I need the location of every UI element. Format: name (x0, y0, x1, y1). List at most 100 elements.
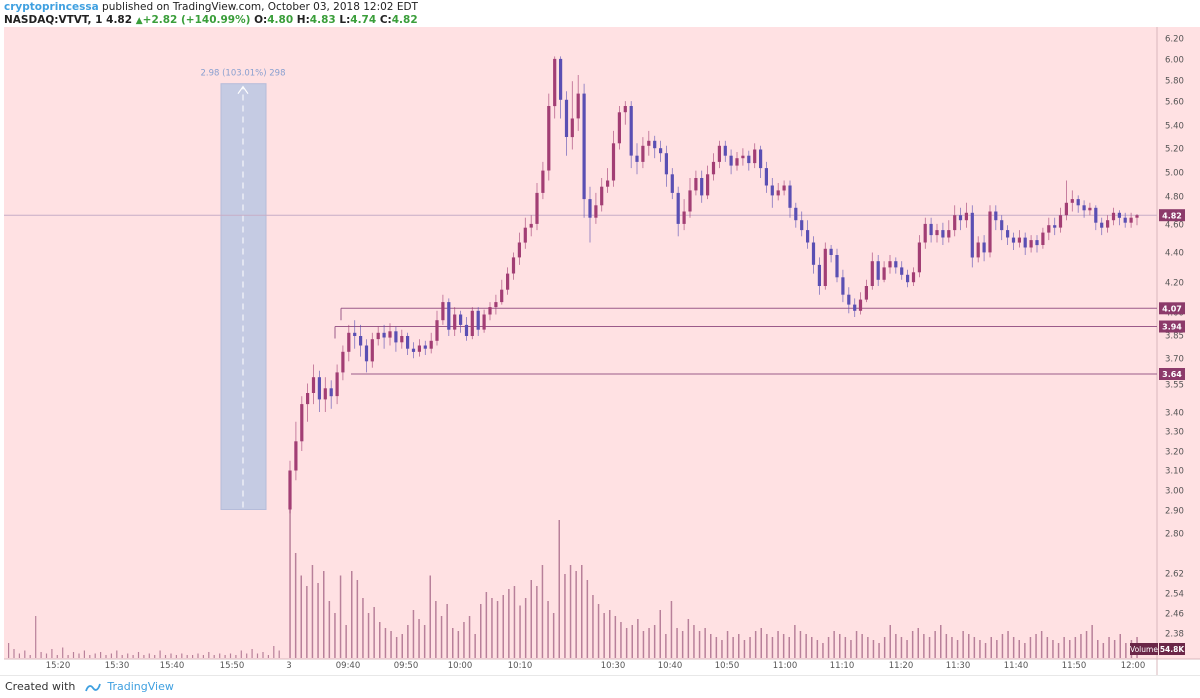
volume-bar (945, 634, 948, 658)
volume-bar (1052, 640, 1054, 658)
level-badge: 3.94 (1162, 323, 1182, 332)
volume-bar (457, 631, 460, 658)
volume-bar (889, 625, 891, 658)
candle-body (870, 261, 874, 286)
volume-bar (581, 565, 583, 658)
price-axis-background (1157, 27, 1200, 659)
volume-bar (911, 631, 914, 658)
y-axis-tick: 5.60 (1165, 98, 1184, 108)
candle-body (1082, 205, 1086, 211)
volume-bar (698, 631, 701, 658)
candle-body (506, 273, 510, 290)
candle-body (1017, 237, 1021, 243)
candle-body (906, 274, 910, 283)
volume-bar (1035, 634, 1037, 658)
volume-bar (379, 622, 381, 658)
candle-body (488, 307, 492, 315)
volume-bar (508, 589, 510, 658)
volume-bar (251, 649, 253, 658)
volume-bar (197, 653, 199, 658)
volume-bar (452, 628, 454, 658)
volume-bar (246, 653, 248, 658)
candle-body (811, 242, 816, 265)
volume-bar (771, 637, 774, 658)
tradingview-logo-icon (85, 683, 101, 692)
volume-bar (552, 613, 555, 658)
volume-bar (121, 655, 123, 658)
candle-body (517, 242, 521, 258)
volume-bar (990, 637, 992, 658)
last-price-badge: 4.82 (1162, 211, 1182, 220)
candle-body (606, 180, 610, 187)
candle-body (611, 143, 616, 181)
y-axis-tick: 3.70 (1165, 355, 1184, 365)
volume-bar (429, 575, 431, 658)
candle-body (958, 215, 963, 221)
candle-body (494, 302, 498, 308)
volume-bar (148, 653, 150, 658)
level-badge-bg (1159, 302, 1185, 315)
candle-body (782, 185, 786, 191)
chart-area[interactable]: 2.98 (103.01%) 298 6.20 6.00 5.80 5.60 5.40 5… (0, 27, 1200, 675)
volume-bar (262, 652, 264, 658)
volume-bar (1085, 631, 1088, 658)
candle-body (459, 314, 463, 325)
created-with-label: Created with (5, 680, 76, 693)
candle-body (682, 211, 686, 224)
volume-bars (8, 508, 1138, 658)
volume-bar (1063, 637, 1065, 658)
close-label: C: (379, 14, 392, 26)
x-axis-tick: 09:50 (394, 661, 419, 671)
volume-bar (345, 625, 347, 658)
candle-body (582, 93, 586, 200)
candle-body (564, 99, 569, 137)
candle-body (676, 192, 680, 224)
volume-bar (665, 634, 667, 658)
candle-body (788, 185, 792, 208)
volume-bar (72, 652, 75, 658)
volume-bar (940, 625, 942, 658)
volume-bar (637, 619, 639, 658)
volume-bar (334, 613, 336, 658)
candle-body (300, 404, 304, 442)
candle-body (594, 205, 598, 218)
measure-arrow-icon (237, 85, 249, 95)
candle-body (935, 230, 939, 236)
candle-body (964, 212, 968, 221)
volume-bar (1108, 637, 1110, 658)
candle-body (1117, 212, 1121, 218)
volume-bar (89, 655, 91, 658)
volume-bar (934, 631, 936, 658)
candle-body (411, 348, 416, 352)
volume-bar (323, 571, 325, 658)
candle-body (535, 192, 539, 224)
volume-bar (1069, 640, 1071, 658)
candle-body (359, 336, 363, 346)
y-axis-tick: 4.60 (1165, 221, 1184, 231)
volume-bar (822, 643, 824, 658)
y-axis-tick: 5.40 (1165, 122, 1184, 132)
y-axis-tick: 2.62 (1165, 570, 1184, 580)
candle-body (894, 261, 898, 268)
candle-body (1076, 199, 1080, 206)
volume-bar (956, 640, 959, 658)
candle-body (829, 248, 833, 255)
tradingview-link[interactable]: TradingView (107, 680, 174, 693)
candle-body (523, 227, 527, 243)
author-link[interactable]: cryptoprincessa (4, 1, 99, 13)
volume-bar (468, 616, 471, 658)
volume-bar (164, 655, 167, 658)
volume-bar (213, 655, 215, 658)
volume-bar (35, 616, 37, 658)
volume-bar (524, 598, 527, 658)
symbol-name: NASDAQ:VTVT, 1 (4, 14, 103, 26)
volume-bar (132, 655, 134, 658)
volume-bar (127, 653, 129, 658)
candle-body (729, 155, 733, 166)
volume-bar (917, 628, 919, 658)
candle-body (917, 242, 921, 273)
volume-bar (1113, 640, 1116, 658)
candlestick-chart[interactable]: 2.98 (103.01%) 298 6.20 6.00 5.80 5.60 5.40 5… (0, 27, 1200, 675)
volume-bar (726, 631, 729, 658)
volume-bar (29, 655, 31, 658)
